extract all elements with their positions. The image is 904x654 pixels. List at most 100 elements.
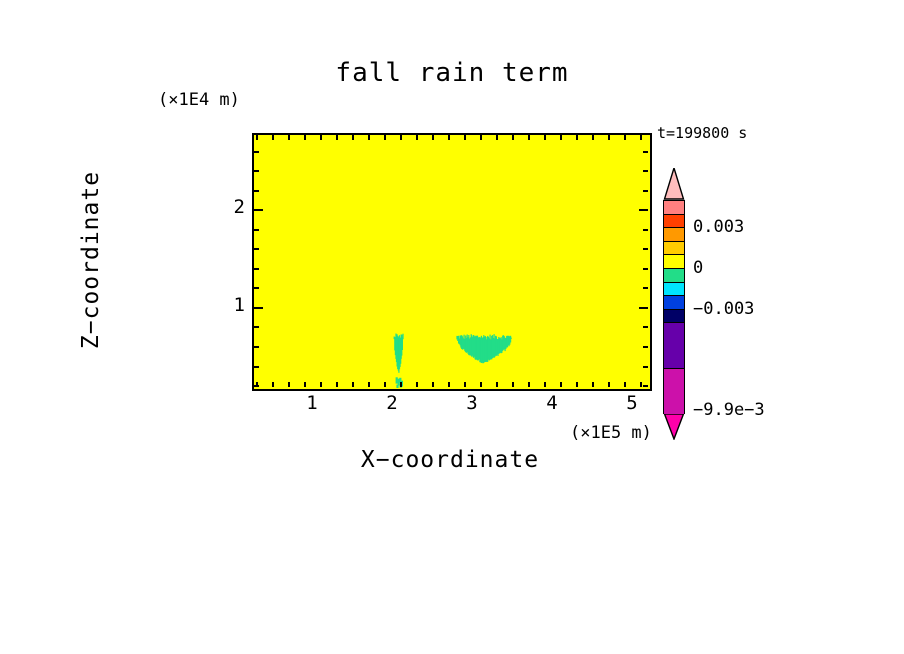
- tick-mark: [643, 366, 648, 368]
- x-tick-label: 3: [466, 392, 478, 414]
- tick-mark: [512, 135, 514, 140]
- colorbar-top-arrow: [663, 168, 685, 200]
- tick-mark: [254, 346, 259, 348]
- tick-mark: [416, 382, 418, 387]
- tick-mark: [254, 307, 263, 309]
- tick-mark: [496, 135, 498, 140]
- tick-mark: [496, 382, 498, 387]
- x-axis-label: X−coordinate: [360, 447, 540, 473]
- tick-mark: [643, 385, 648, 387]
- tick-mark: [288, 135, 290, 140]
- tick-mark: [254, 170, 259, 172]
- tick-mark: [336, 382, 338, 387]
- tick-mark: [560, 135, 562, 140]
- tick-mark: [643, 170, 648, 172]
- rain-trail-dash: [396, 384, 399, 388]
- tick-mark: [639, 209, 648, 211]
- tick-mark: [254, 366, 259, 368]
- tick-mark: [384, 382, 386, 387]
- tick-mark: [432, 135, 434, 140]
- tick-mark: [254, 287, 259, 289]
- tick-mark: [480, 135, 482, 140]
- tick-mark: [643, 229, 648, 231]
- tick-mark: [336, 135, 338, 140]
- rain-trail-dash: [397, 378, 400, 386]
- tick-mark: [643, 151, 648, 153]
- colorbar-band: [663, 322, 685, 369]
- tick-mark: [256, 135, 258, 140]
- x-tick-label: 4: [546, 392, 558, 414]
- colorbar-bands: [663, 200, 685, 415]
- tick-mark: [643, 190, 648, 192]
- time-annotation: t=199800 s: [657, 124, 748, 142]
- colorbar: [663, 168, 685, 441]
- tick-mark: [576, 382, 578, 387]
- rain-trail-dash: [395, 377, 398, 384]
- tick-mark: [640, 135, 642, 140]
- tick-mark: [643, 326, 648, 328]
- data-field: [254, 135, 650, 389]
- colorbar-band: [663, 267, 685, 282]
- tick-mark: [639, 307, 648, 309]
- tick-mark: [320, 382, 322, 387]
- tick-mark: [528, 382, 530, 387]
- tick-mark: [254, 326, 259, 328]
- tick-mark: [272, 135, 274, 140]
- tick-mark: [448, 382, 450, 387]
- rain-blob: [393, 333, 404, 373]
- rain-features: [393, 333, 512, 388]
- tick-mark: [304, 382, 306, 387]
- tick-mark: [288, 382, 290, 387]
- colorbar-band: [663, 295, 685, 309]
- x-tick-label: 1: [306, 392, 318, 414]
- colorbar-bottom-arrow: [663, 414, 685, 441]
- tick-mark: [368, 135, 370, 140]
- tick-mark: [640, 382, 642, 387]
- x-unit-caption: (×1E5 m): [570, 423, 652, 443]
- colorbar-tick-label: 0: [693, 258, 704, 278]
- tick-mark: [352, 135, 354, 140]
- y-unit-caption: (×1E4 m): [158, 90, 240, 110]
- tick-mark: [608, 135, 610, 140]
- tick-mark: [254, 385, 259, 387]
- tick-mark: [272, 382, 274, 387]
- tick-mark: [432, 382, 434, 387]
- colorbar-band: [663, 213, 685, 228]
- colorbar-band: [663, 308, 685, 323]
- tick-mark: [643, 346, 648, 348]
- colorbar-tick-label: 0.003: [693, 217, 745, 238]
- chart-title: fall rain term: [335, 58, 569, 88]
- tick-mark: [544, 382, 546, 387]
- tick-mark: [400, 382, 402, 387]
- colorbar-band: [663, 254, 685, 268]
- tick-mark: [464, 135, 466, 140]
- tick-mark: [256, 382, 258, 387]
- tick-mark: [512, 382, 514, 387]
- tick-mark: [592, 135, 594, 140]
- colorbar-band: [663, 281, 685, 296]
- tick-mark: [254, 190, 259, 192]
- colorbar-tick-label: −9.9e−3: [693, 400, 765, 421]
- tick-mark: [352, 382, 354, 387]
- tick-mark: [624, 135, 626, 140]
- x-tick-label: 5: [626, 392, 638, 414]
- tick-mark: [400, 135, 402, 140]
- colorbar-band: [663, 200, 685, 214]
- y-axis-label: Z−coordinate: [78, 170, 104, 350]
- tick-mark: [608, 382, 610, 387]
- tick-mark: [254, 248, 259, 250]
- tick-mark: [416, 135, 418, 140]
- tick-mark: [560, 382, 562, 387]
- tick-mark: [544, 135, 546, 140]
- tick-mark: [304, 135, 306, 140]
- tick-mark: [624, 382, 626, 387]
- rain-trail-dash: [399, 377, 402, 383]
- tick-mark: [368, 382, 370, 387]
- tick-mark: [528, 135, 530, 140]
- tick-mark: [592, 382, 594, 387]
- colorbar-band: [663, 227, 685, 241]
- tick-mark: [480, 382, 482, 387]
- rain-blob: [456, 334, 512, 364]
- plot-area: [252, 133, 652, 391]
